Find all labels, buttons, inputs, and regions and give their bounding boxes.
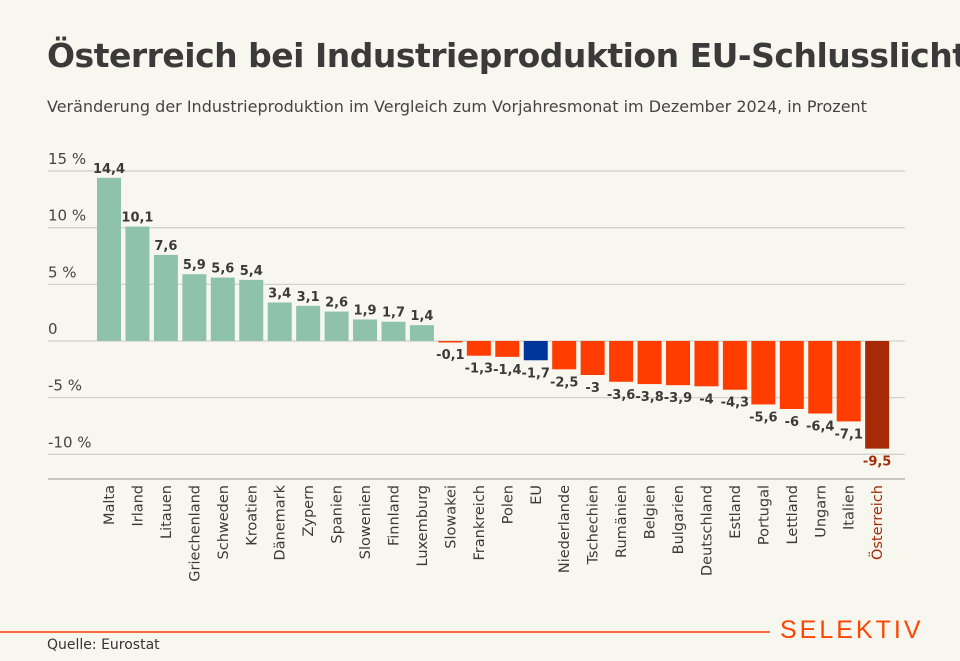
- x-tick-label: Belgien: [643, 485, 659, 539]
- x-tick-label: Griechenland: [187, 485, 203, 582]
- x-tick-label: Österreich: [868, 485, 886, 560]
- bar-schweden: [210, 277, 235, 341]
- data-label: -1,4: [493, 363, 521, 378]
- source-note: Quelle: Eurostat: [47, 637, 160, 653]
- data-label: 1,7: [382, 306, 405, 321]
- bar-italien: [836, 341, 861, 422]
- bar-spanien: [324, 311, 349, 341]
- x-tick-label: Portugal: [756, 485, 772, 545]
- bar-luxemburg: [409, 325, 434, 341]
- bar-polen: [495, 341, 520, 357]
- bar-malta: [97, 177, 121, 341]
- data-label: -4,3: [721, 396, 749, 411]
- bar-portugal: [751, 341, 776, 405]
- data-label: -6,4: [806, 420, 834, 435]
- data-label: 5,6: [211, 262, 234, 277]
- x-tick-label: Malta: [102, 485, 118, 525]
- data-label: -1,3: [465, 362, 493, 377]
- x-tick-label: Estland: [728, 485, 744, 539]
- x-tick-label: Schweden: [216, 485, 232, 559]
- bar-slowenien: [353, 319, 378, 341]
- y-tick-label: 15 %: [48, 150, 86, 168]
- x-tick-label: Slowakei: [443, 485, 459, 549]
- bar-eu: [523, 341, 548, 361]
- data-label: -5,6: [749, 410, 777, 425]
- bar-frankreich: [466, 341, 491, 356]
- x-tick-label: Slowenien: [358, 485, 374, 559]
- chart-title: Österreich bei Industrieproduktion EU-Sc…: [47, 36, 960, 75]
- bar-rumänien: [609, 341, 634, 382]
- bar-litauen: [153, 254, 178, 341]
- data-label: -7,1: [834, 427, 862, 442]
- data-label: -3,6: [607, 388, 635, 403]
- data-label: -3,9: [664, 391, 692, 406]
- data-label: 5,9: [183, 258, 206, 273]
- data-label: 3,4: [268, 286, 291, 301]
- bar-slowakei: [438, 341, 463, 343]
- selektiv-logo: SELEKTIV: [780, 616, 924, 644]
- y-tick-label: 5 %: [48, 263, 77, 281]
- bar-österreich: [865, 341, 890, 449]
- data-label: -9,5: [863, 455, 891, 470]
- data-label: -3,8: [635, 390, 663, 405]
- x-tick-label: Ungarn: [813, 485, 829, 538]
- bar-niederlande: [552, 341, 577, 370]
- data-label: 10,1: [121, 211, 153, 226]
- bar-finnland: [381, 321, 406, 341]
- x-tick-label: Bulgarien: [671, 485, 687, 554]
- data-label: -6: [785, 415, 799, 430]
- x-tick-label: Tschechien: [586, 485, 602, 565]
- data-label: -4: [699, 392, 713, 407]
- x-tick-label: Litauen: [159, 485, 175, 539]
- bar-kroatien: [239, 279, 264, 341]
- data-label: -1,7: [522, 366, 550, 381]
- data-label: 1,9: [354, 303, 377, 318]
- x-tick-label: Lettland: [785, 485, 801, 544]
- data-label: 2,6: [325, 296, 348, 311]
- footer-divider: [0, 631, 770, 633]
- x-tick-label: Zypern: [301, 485, 317, 537]
- x-tick-label: Luxemburg: [415, 485, 431, 567]
- y-tick-label: -5 %: [48, 377, 82, 395]
- bar-estland: [722, 341, 747, 390]
- data-label: 5,4: [240, 264, 263, 279]
- x-tick-label: EU: [529, 485, 545, 505]
- data-label: 1,4: [410, 309, 433, 324]
- data-label: -3: [585, 381, 599, 396]
- x-tick-label: Italien: [842, 485, 858, 530]
- x-tick-label: Spanien: [330, 485, 346, 544]
- bar-deutschland: [694, 341, 719, 387]
- bar-bulgarien: [666, 341, 690, 386]
- y-tick-label: 0: [48, 320, 58, 338]
- x-tick-label: Deutschland: [699, 485, 715, 576]
- data-label: 14,4: [93, 162, 125, 177]
- x-tick-label: Polen: [500, 485, 516, 524]
- y-tick-label: -10 %: [48, 433, 92, 451]
- bar-irland: [125, 226, 150, 341]
- bar-tschechien: [580, 341, 605, 375]
- x-tick-label: Frankreich: [472, 485, 488, 560]
- x-tick-label: Rumänien: [614, 485, 630, 558]
- x-tick-label: Finnland: [387, 485, 403, 546]
- data-label: 3,1: [297, 290, 320, 305]
- x-tick-label: Kroatien: [244, 485, 260, 546]
- chart-subtitle: Veränderung der Industrieproduktion im V…: [47, 97, 867, 116]
- bar-dänemark: [267, 302, 292, 341]
- bar-lettland: [779, 341, 804, 409]
- bar-belgien: [637, 341, 662, 385]
- x-tick-label: Dänemark: [273, 484, 289, 560]
- bar-ungarn: [808, 341, 833, 414]
- data-label: 7,6: [154, 239, 177, 254]
- data-label: -0,1: [436, 348, 464, 363]
- x-tick-label: Irland: [130, 485, 146, 527]
- x-tick-label: Niederlande: [557, 485, 573, 573]
- data-label: -2,5: [550, 375, 578, 390]
- bar-griechenland: [182, 274, 207, 341]
- bar-zypern: [296, 305, 321, 341]
- y-tick-label: 10 %: [48, 207, 86, 225]
